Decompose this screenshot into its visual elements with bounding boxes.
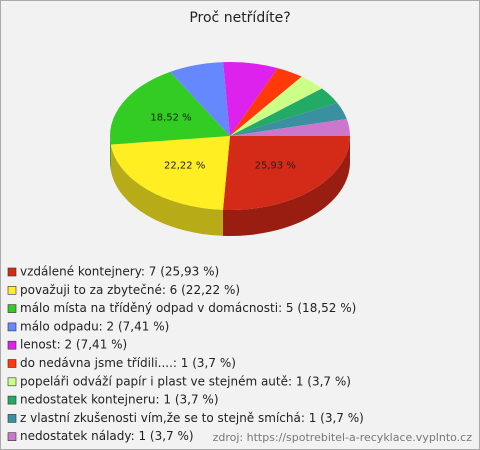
legend-swatch [7, 340, 17, 350]
legend-label: z vlastní zkušenosti vím,že se to stejně… [20, 411, 364, 425]
legend-swatch [7, 414, 17, 423]
legend-swatch [7, 267, 17, 277]
legend-label: lenost: 2 (7,41 %) [20, 338, 127, 352]
legend-label: nedostatek nálady: 1 (3,7 %) [20, 429, 194, 443]
legend-swatch [7, 432, 17, 442]
pie-slice [170, 62, 230, 137]
legend-label: málo místa na tříděný odpad v domácnosti… [20, 301, 356, 315]
source: zdroj: https://spotrebitel-a-recyklace.v… [213, 431, 473, 444]
legend-swatch [7, 322, 17, 332]
legend-label: popeláři odváží papír i plast ve stejném… [20, 374, 351, 388]
pie-slice [222, 136, 350, 210]
chart-title: Proč netřídíte? [189, 10, 290, 26]
legend-label: považuji to za zbytečné: 6 (22,22 %) [20, 283, 240, 297]
pie-side [222, 136, 350, 236]
legend-swatch [7, 377, 17, 387]
legend-label: málo odpadu: 2 (7,41 %) [20, 319, 169, 333]
legend-label: do nedávna jsme třídili....: 1 (3,7 %) [20, 356, 236, 370]
legend-label: vzdálené kontejnery: 7 (25,93 %) [20, 265, 219, 279]
pie-slice [230, 68, 302, 136]
legend-swatch [7, 285, 17, 295]
pie-slice [223, 62, 278, 136]
pie-slice [230, 102, 347, 136]
legend-swatch [7, 395, 17, 405]
slice-label: 18,52 % [150, 113, 191, 124]
slice-label: 25,93 % [255, 161, 296, 172]
pie-slice [110, 136, 230, 210]
pie-side [110, 136, 111, 171]
legend-swatch [7, 359, 17, 368]
pie-side [110, 144, 223, 236]
pie-slice [110, 71, 230, 145]
legend-swatch [7, 304, 17, 313]
pie-slice [230, 76, 322, 136]
legend-label: nedostatek kontejneru: 1 (3,7 %) [20, 393, 219, 407]
slice-label: 22,22 % [164, 161, 205, 172]
pie-slice [230, 88, 338, 136]
pie-slice [230, 118, 350, 136]
